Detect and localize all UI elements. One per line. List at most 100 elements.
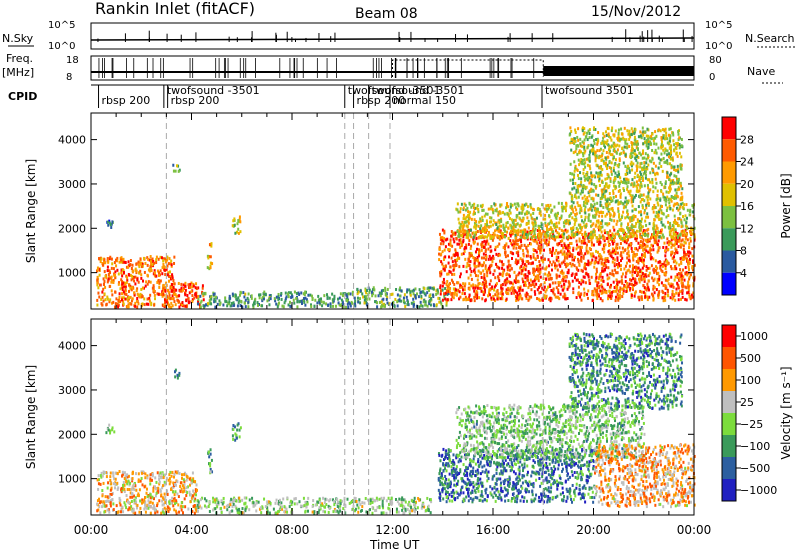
data-cell xyxy=(123,292,126,296)
data-cell xyxy=(452,231,455,235)
data-cell xyxy=(644,255,647,259)
data-cell xyxy=(439,273,442,277)
data-cell xyxy=(608,289,611,293)
data-cell xyxy=(574,220,577,224)
data-cell xyxy=(490,216,493,220)
data-cell xyxy=(595,163,598,167)
data-cell xyxy=(570,264,573,268)
data-cell xyxy=(583,175,586,179)
data-cell xyxy=(441,262,444,266)
data-cell xyxy=(573,173,576,177)
data-cell xyxy=(492,297,495,301)
data-cell xyxy=(633,254,636,258)
data-cell xyxy=(542,260,545,264)
data-cell xyxy=(646,238,649,242)
data-cell xyxy=(133,279,136,283)
data-cell xyxy=(517,279,520,283)
data-cell xyxy=(651,157,654,161)
data-cell xyxy=(304,290,307,294)
data-cell xyxy=(577,291,580,295)
cpid-entry-label: rbsp 200 xyxy=(102,94,151,107)
data-cell xyxy=(477,210,480,214)
data-cell xyxy=(451,272,454,276)
data-cell xyxy=(639,228,642,232)
data-cell xyxy=(606,237,609,241)
data-cell xyxy=(669,136,672,140)
data-cell xyxy=(653,203,656,207)
data-cell xyxy=(681,268,684,272)
data-cell xyxy=(616,286,619,290)
data-cell xyxy=(473,264,476,268)
nsky-baseline xyxy=(90,37,695,41)
data-cell xyxy=(158,285,161,289)
data-cell xyxy=(525,260,528,264)
data-cell xyxy=(685,226,688,230)
data-cell xyxy=(461,288,464,292)
data-cell xyxy=(166,255,169,259)
data-cell xyxy=(524,293,527,297)
data-cell xyxy=(301,298,304,302)
data-cell xyxy=(607,175,610,179)
data-cell xyxy=(496,244,499,248)
data-cell xyxy=(625,181,628,185)
data-cell xyxy=(672,236,675,240)
data-cell xyxy=(457,256,460,260)
data-cell xyxy=(117,272,120,276)
data-cell xyxy=(368,288,371,292)
data-cell xyxy=(274,299,277,303)
data-cell xyxy=(632,197,635,201)
data-cell xyxy=(633,152,636,156)
data-cell xyxy=(500,203,503,207)
data-cell xyxy=(168,279,171,283)
data-cell xyxy=(583,131,586,135)
data-cell xyxy=(320,297,323,301)
data-cell xyxy=(578,211,581,215)
data-cell xyxy=(359,297,362,301)
data-cell xyxy=(656,272,659,276)
data-cell xyxy=(619,193,622,197)
data-cell xyxy=(530,288,533,292)
data-cell xyxy=(461,234,464,238)
data-cell xyxy=(502,226,505,230)
data-cell xyxy=(562,295,565,299)
data-cell xyxy=(547,243,550,247)
data-cell xyxy=(627,199,630,203)
data-cell xyxy=(496,265,499,269)
data-cell xyxy=(512,223,515,227)
data-cell xyxy=(655,134,658,138)
data-cell xyxy=(493,202,496,206)
data-cell xyxy=(499,219,502,223)
data-cell xyxy=(472,237,475,241)
data-cell xyxy=(621,214,624,218)
data-cell xyxy=(146,297,149,301)
data-cell xyxy=(585,249,588,253)
data-cell xyxy=(590,208,593,212)
data-cell xyxy=(302,292,305,296)
data-cell xyxy=(470,254,473,258)
data-cell xyxy=(680,155,683,159)
data-cell xyxy=(618,181,621,185)
data-cell xyxy=(638,243,641,247)
data-cell xyxy=(556,242,559,246)
data-cell xyxy=(622,238,625,242)
data-cell xyxy=(531,229,534,233)
data-cell xyxy=(175,288,178,292)
data-cell xyxy=(118,295,121,299)
data-cell xyxy=(612,214,615,218)
data-cell xyxy=(522,254,525,258)
data-cell xyxy=(688,242,691,246)
data-cell xyxy=(151,286,154,290)
data-cell xyxy=(136,296,139,300)
data-cell xyxy=(686,273,689,277)
data-cell xyxy=(656,194,659,198)
data-cell xyxy=(150,301,153,305)
data-cell xyxy=(565,202,568,206)
data-cell xyxy=(631,204,634,208)
data-cell xyxy=(625,271,628,275)
data-cell xyxy=(574,205,577,209)
data-cell xyxy=(149,267,152,271)
data-cell xyxy=(608,161,611,165)
data-cell xyxy=(459,238,462,242)
data-cell xyxy=(472,286,475,290)
data-cell xyxy=(572,210,575,214)
